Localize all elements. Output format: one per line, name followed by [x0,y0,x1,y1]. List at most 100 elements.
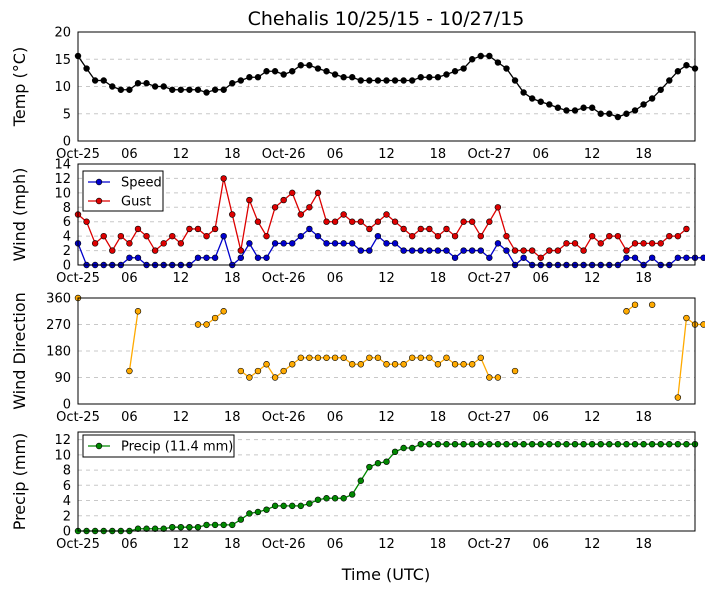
speed-point [477,247,484,254]
gust-point [597,240,604,247]
gust-point [169,232,176,240]
gust-point [546,247,553,254]
precip-point [254,508,262,516]
gust-point [614,232,622,240]
precip-point [417,440,424,448]
x-tick-label: 12 [584,537,601,552]
speed-point [631,254,639,261]
temperature-point [511,77,519,84]
wind-direction-line [677,316,704,398]
temperature-point [520,89,527,96]
speed-point [648,254,656,261]
temperature-point [554,104,562,111]
y-axis-label: Wind Direction [10,292,29,410]
gust-point [477,232,484,240]
speed-point [434,247,442,254]
wind-direction-point [674,394,682,401]
wind-direction-point [263,361,270,368]
temperature-point [400,77,407,84]
x-tick-label: 12 [378,410,395,425]
precip-point [563,440,570,448]
precip-point [314,496,322,503]
temperature-point [323,68,330,75]
gust-point [528,247,536,254]
plot-frame [77,163,696,266]
wind-legend: Speed Gust [82,170,164,212]
wind-direction-point [400,361,407,368]
precip-point [648,440,656,448]
gust-point [91,240,99,247]
y-tick-label: 2 [63,244,71,259]
y-tick-label: 5 [63,107,71,122]
precip-point [366,463,373,471]
x-tick-label: 06 [121,147,138,162]
wind-direction-point [374,354,382,361]
x-tick-label: Oct-27 [467,271,511,286]
temperature-point [220,86,227,93]
x-tick-label: 06 [121,271,138,286]
temperature-point [657,86,664,93]
speed-point [349,240,356,247]
gust-point [151,247,159,254]
temperature-point [349,74,356,81]
gust-point [640,240,647,247]
gust-point [503,232,510,240]
precip-point [588,440,596,448]
gust-point [229,211,236,218]
temperature-point [203,89,210,96]
temperature-point [426,74,433,81]
speed-point [280,240,287,247]
wind-direction-point [220,308,227,315]
x-tick-label: Oct-25 [56,271,100,286]
precip-point [520,440,527,448]
gust-point [648,240,656,247]
y-tick-label: 12 [54,172,71,187]
gust-point [451,232,459,240]
precip-point [451,440,459,448]
x-tick-label: 12 [378,147,395,162]
speed-point [211,254,219,261]
temperature-point [434,74,442,81]
wind-direction-point [194,321,202,328]
temperature-point [211,86,219,93]
precip-point [400,444,407,452]
temperature-point [631,107,639,114]
temperature-point [383,77,390,84]
precip-point [528,440,536,448]
wind-direction-point [477,354,484,361]
gust-point [349,218,356,225]
temperature-point [486,52,493,60]
precip-point [186,523,193,531]
speed-point [520,254,527,261]
speed-point [237,254,245,261]
gust-point [314,189,322,197]
temperature-point [289,68,296,75]
precip-point [468,440,476,448]
y-tick-label: 15 [54,53,71,68]
temperature-point [160,83,167,90]
wind-direction-point [631,301,639,308]
y-tick-label: 12 [54,433,71,448]
precip-point [511,440,519,448]
y-tick-label: 4 [63,494,71,509]
gust-point [468,218,476,225]
gust-point [494,204,502,211]
precip-point [571,440,579,448]
x-tick-label: 12 [378,271,395,286]
speed-point [683,254,690,261]
precip-point [134,525,142,532]
x-tick-label: 06 [327,537,344,552]
temperature-point [409,77,416,84]
wind-direction-point [451,361,459,368]
precip-point [657,440,664,448]
y-tick-label: 180 [46,345,71,360]
gust-point [674,232,682,240]
gust-point [683,225,690,233]
precip-point [537,440,544,448]
wind-direction-point [254,367,262,375]
x-tick-label: Oct-27 [467,147,511,162]
plot-frame [77,31,696,142]
precip-series [74,440,699,535]
precip-point [331,495,339,502]
precip-point [229,521,236,529]
